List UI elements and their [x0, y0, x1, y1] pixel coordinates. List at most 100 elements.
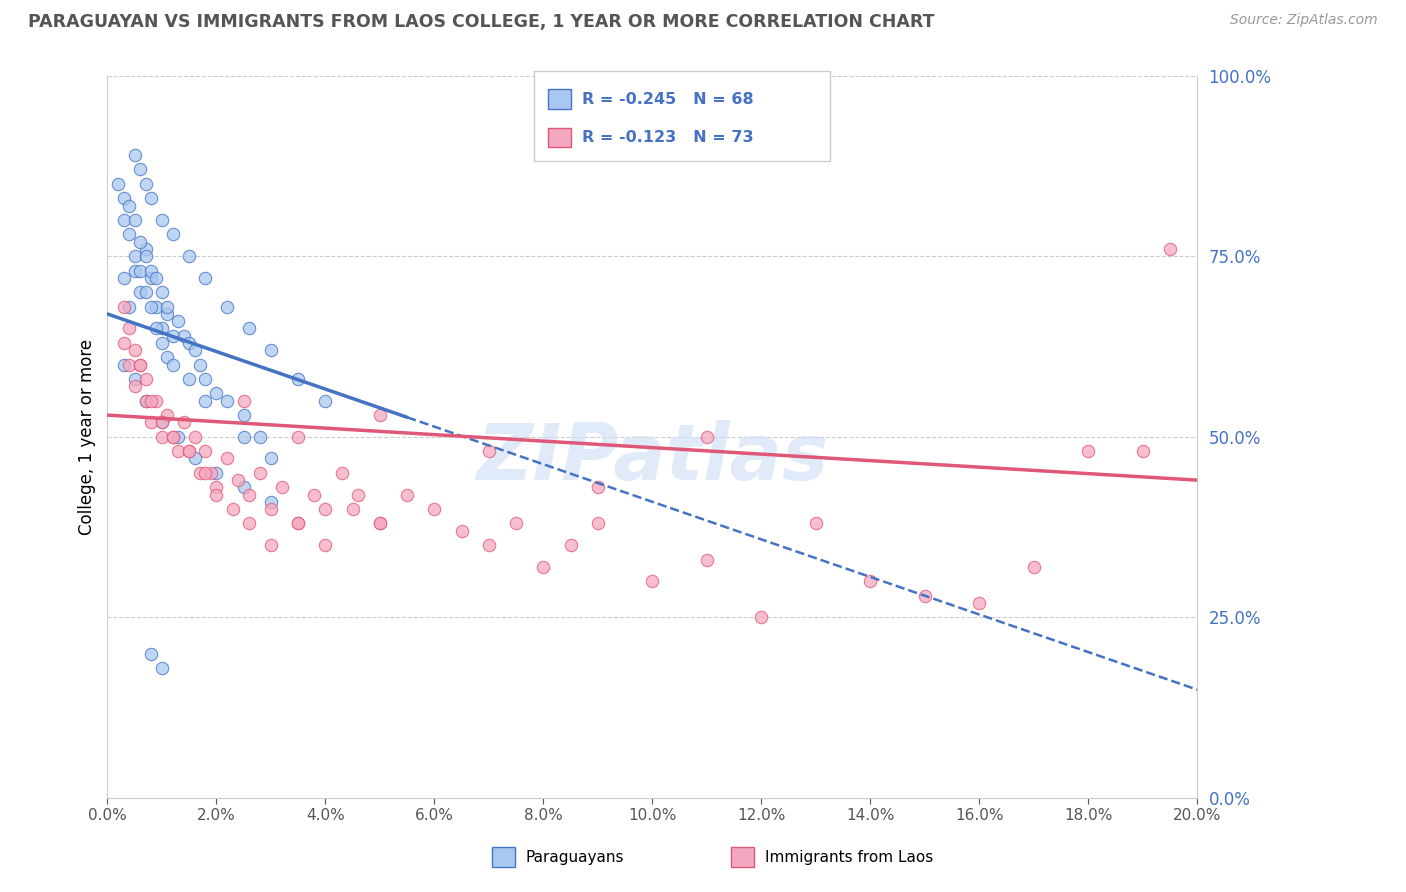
Point [696, 552, 718, 566]
Point [183, 343, 205, 357]
Point [238, 516, 260, 531]
Point [188, 358, 211, 372]
Point [1132, 444, 1154, 458]
Point [139, 647, 162, 661]
Point [135, 393, 157, 408]
Point [112, 270, 135, 285]
Text: Immigrants from Laos: Immigrants from Laos [765, 850, 934, 864]
Point [150, 335, 173, 350]
Text: Source: ZipAtlas.com: Source: ZipAtlas.com [1230, 13, 1378, 28]
Point [124, 249, 146, 263]
Point [124, 379, 146, 393]
Point [260, 343, 283, 357]
Point [139, 270, 162, 285]
Point [135, 249, 157, 263]
Point [150, 661, 173, 675]
Point [112, 300, 135, 314]
Point [314, 538, 336, 552]
Point [139, 191, 162, 205]
Point [135, 242, 157, 256]
Point [194, 444, 217, 458]
Point [914, 589, 936, 603]
Point [145, 321, 167, 335]
Point [135, 372, 157, 386]
Point [226, 473, 249, 487]
Point [450, 524, 472, 538]
Point [1022, 559, 1045, 574]
Point [751, 610, 773, 624]
Point [129, 285, 152, 300]
Point [139, 415, 162, 429]
Point [167, 444, 190, 458]
Point [179, 444, 201, 458]
Point [173, 328, 195, 343]
Point [118, 321, 141, 335]
Point [232, 393, 254, 408]
Point [205, 386, 228, 401]
Point [194, 270, 217, 285]
Point [260, 451, 283, 466]
Point [135, 285, 157, 300]
Point [162, 358, 184, 372]
Point [260, 495, 283, 509]
Point [179, 335, 201, 350]
Text: R = -0.123   N = 73: R = -0.123 N = 73 [582, 130, 754, 145]
Point [641, 574, 664, 589]
Point [560, 538, 582, 552]
Point [129, 263, 152, 277]
Point [232, 430, 254, 444]
Point [124, 343, 146, 357]
Point [304, 487, 326, 501]
Point [150, 415, 173, 429]
Point [118, 198, 141, 212]
Point [249, 430, 271, 444]
Point [586, 480, 609, 494]
Point [478, 444, 501, 458]
Point [238, 321, 260, 335]
Point [156, 300, 179, 314]
Point [150, 285, 173, 300]
Point [200, 466, 222, 480]
Point [205, 480, 228, 494]
Point [118, 227, 141, 242]
Point [194, 393, 217, 408]
Point [217, 451, 239, 466]
Point [139, 263, 162, 277]
Point [179, 444, 201, 458]
Point [118, 300, 141, 314]
Point [969, 596, 991, 610]
Text: PARAGUAYAN VS IMMIGRANTS FROM LAOS COLLEGE, 1 YEAR OR MORE CORRELATION CHART: PARAGUAYAN VS IMMIGRANTS FROM LAOS COLLE… [28, 13, 935, 31]
Point [118, 358, 141, 372]
Point [347, 487, 370, 501]
Text: Paraguayans: Paraguayans [526, 850, 624, 864]
Point [129, 358, 152, 372]
Point [368, 516, 391, 531]
Text: ZIPatlas: ZIPatlas [477, 420, 828, 497]
Point [167, 430, 190, 444]
Point [249, 466, 271, 480]
Point [112, 335, 135, 350]
Point [124, 372, 146, 386]
Point [194, 372, 217, 386]
Point [162, 430, 184, 444]
Point [124, 213, 146, 227]
Point [167, 314, 190, 328]
Point [162, 430, 184, 444]
Point [205, 487, 228, 501]
Point [205, 466, 228, 480]
Point [150, 213, 173, 227]
Point [423, 502, 446, 516]
Point [222, 502, 245, 516]
Point [112, 191, 135, 205]
Point [314, 502, 336, 516]
Point [150, 415, 173, 429]
Point [1077, 444, 1099, 458]
Point [139, 300, 162, 314]
Point [396, 487, 419, 501]
Point [183, 430, 205, 444]
Point [135, 177, 157, 191]
Point [368, 408, 391, 422]
Point [156, 307, 179, 321]
Point [260, 538, 283, 552]
Y-axis label: College, 1 year or more: College, 1 year or more [79, 339, 96, 535]
